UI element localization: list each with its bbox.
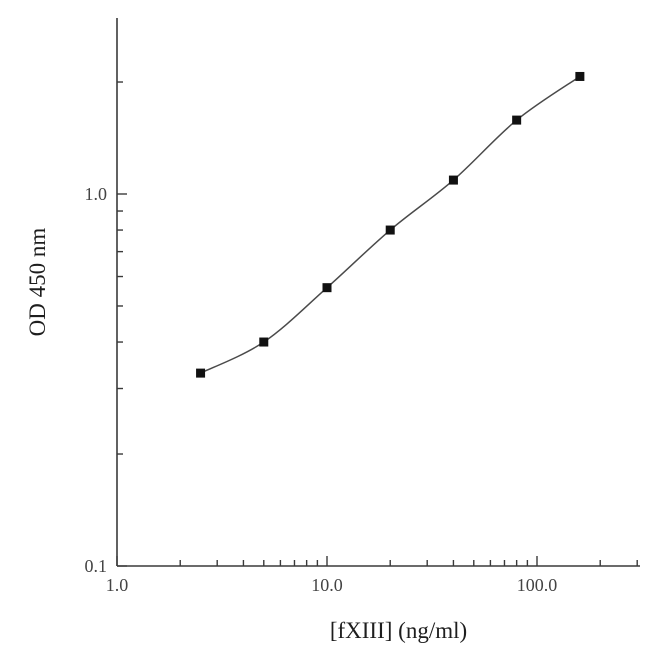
x-tick-label: 1.0 bbox=[106, 575, 129, 595]
data-point bbox=[196, 368, 206, 378]
ticks bbox=[116, 81, 638, 567]
data-point bbox=[322, 283, 332, 293]
x-tick-label: 10.0 bbox=[311, 575, 343, 595]
data-point bbox=[259, 337, 269, 347]
axes bbox=[116, 18, 640, 567]
y-axis-label: OD 450 nm bbox=[25, 228, 50, 337]
x-tick-label: 100.0 bbox=[517, 575, 558, 595]
y-tick-label: 1.0 bbox=[85, 184, 108, 204]
tick-labels: 1.0 10.0 100.00.11.0 bbox=[85, 184, 558, 595]
data-markers bbox=[196, 71, 585, 378]
x-axis-label: [fXIII] (ng/ml) bbox=[330, 618, 467, 643]
data-point bbox=[575, 71, 585, 81]
data-point bbox=[512, 115, 522, 125]
data-point bbox=[385, 225, 395, 235]
data-point bbox=[448, 175, 458, 185]
fitted-curve bbox=[200, 75, 581, 374]
y-tick-label: 0.1 bbox=[85, 556, 108, 576]
